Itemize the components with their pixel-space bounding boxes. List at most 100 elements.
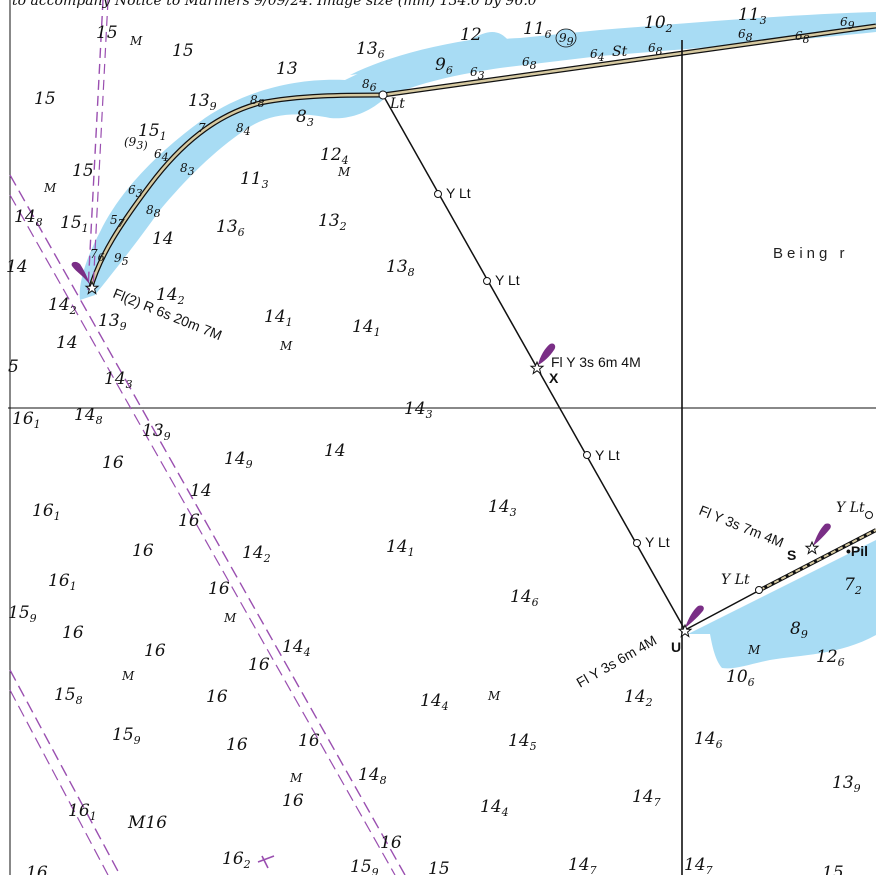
- sounding: 142: [156, 285, 185, 307]
- sounding: 161: [48, 571, 77, 593]
- sounding: 96: [435, 55, 453, 77]
- sounding: 16: [102, 453, 124, 473]
- sounding: 141: [352, 317, 381, 339]
- sounding: M: [223, 611, 237, 625]
- sounding: M: [43, 181, 57, 195]
- sounding: M: [487, 689, 501, 703]
- sounding: 99: [559, 31, 574, 48]
- sounding: 63: [128, 183, 143, 200]
- dredged-channel-fill: [88, 24, 876, 291]
- sounding: M: [337, 165, 351, 179]
- sounding: 136: [356, 39, 385, 61]
- sounding: 14: [56, 333, 78, 353]
- sounding: 69: [840, 15, 855, 32]
- sounding: 14: [152, 229, 174, 249]
- sounding: 143: [104, 369, 133, 391]
- sounding: 146: [510, 587, 539, 609]
- sounding: 13: [276, 59, 298, 79]
- light-letter-x: X: [549, 370, 559, 386]
- shoal-patch: [555, 28, 577, 48]
- light-circle-icon: [378, 90, 388, 100]
- sounding: (93): [124, 135, 148, 152]
- shallow-channel-upper: [350, 16, 876, 75]
- sounding: 139: [188, 91, 217, 113]
- light-label-s: Fl Y 3s 7m 4M: [697, 502, 786, 550]
- channel-label-st: St: [612, 44, 628, 60]
- sounding: 5: [8, 357, 19, 377]
- sounding: 16: [144, 641, 166, 661]
- light-label-ylt: Y Lt: [836, 500, 865, 516]
- sounding: 14: [190, 481, 212, 501]
- sounding: 16: [282, 791, 304, 811]
- shallow-channel-area: [79, 12, 876, 300]
- sounding: 16: [206, 687, 228, 707]
- light-label-ylt: Y Lt: [721, 572, 750, 588]
- sounding: 15: [72, 161, 94, 181]
- light-star-icon: [84, 280, 100, 295]
- light-flare-icon: [813, 523, 831, 546]
- sounding: 16: [178, 511, 200, 531]
- sounding: 102: [644, 13, 673, 35]
- sounding: 116: [523, 19, 552, 41]
- sounding: 142: [624, 687, 653, 709]
- sounding: 142: [242, 543, 271, 565]
- limit-line-diagonal-d: [9, 689, 109, 875]
- sounding: 12: [460, 25, 482, 45]
- sounding: 113: [240, 169, 269, 191]
- sounding: 15: [96, 23, 118, 43]
- channel-line-southeast: [684, 589, 761, 631]
- sounding: 147: [684, 855, 713, 875]
- limit-line-diagonal-c: [9, 669, 121, 875]
- light-circle-icon: [865, 511, 873, 519]
- sounding: 76: [90, 247, 105, 264]
- sounding: 141: [386, 537, 415, 559]
- sounding: 68: [648, 41, 663, 58]
- sounding: 143: [404, 399, 433, 421]
- light-circle-icon: [633, 539, 641, 547]
- light-label-ylt: Y Lt: [446, 185, 471, 201]
- limit-line-north: [87, 0, 104, 291]
- light-star-icon: [677, 623, 693, 638]
- light-letter-u: U: [671, 639, 681, 655]
- sounding: 16: [26, 863, 48, 875]
- sounding: 158: [54, 685, 83, 707]
- light-circle-icon: [755, 586, 763, 594]
- sounding: 139: [142, 421, 171, 443]
- dredged-channel-southeast-fill: [759, 529, 876, 591]
- sounding: 151: [60, 213, 89, 235]
- sounding: M: [289, 771, 303, 785]
- sounding: 15: [34, 89, 56, 109]
- limit-line-north-b: [92, 0, 109, 291]
- sounding: 15: [822, 863, 844, 875]
- sounding: 16: [248, 655, 270, 675]
- light-label-ylt: Y Lt: [495, 272, 520, 288]
- light-label-x: Fl Y 3s 6m 4M: [551, 354, 641, 370]
- sounding: 151: [138, 121, 167, 143]
- sounding: 15: [172, 41, 194, 61]
- sounding: 57: [110, 213, 125, 230]
- sounding: 161: [68, 801, 97, 823]
- sounding: 113: [738, 5, 767, 27]
- sounding: 89: [790, 619, 808, 641]
- sounding: 159: [350, 857, 379, 875]
- sounding: 16: [62, 623, 84, 643]
- light-letter-s: S: [787, 547, 796, 563]
- sounding: 148: [14, 207, 43, 229]
- sounding: 144: [282, 637, 311, 659]
- sounding: 16: [208, 579, 230, 599]
- sounding: 159: [8, 603, 37, 625]
- sounding: 142: [48, 295, 77, 317]
- sounding: 146: [694, 729, 723, 751]
- sounding: 161: [12, 409, 41, 431]
- light-flare-icon: [71, 261, 90, 285]
- light-circle-icon: [583, 451, 591, 459]
- light-circle-icon: [483, 277, 491, 285]
- sounding: M: [747, 643, 761, 657]
- sounding: 144: [420, 691, 449, 713]
- light-flare-icon: [685, 605, 704, 628]
- sounding: M16: [127, 813, 167, 833]
- sounding: M: [129, 34, 143, 48]
- sounding: 143: [488, 497, 517, 519]
